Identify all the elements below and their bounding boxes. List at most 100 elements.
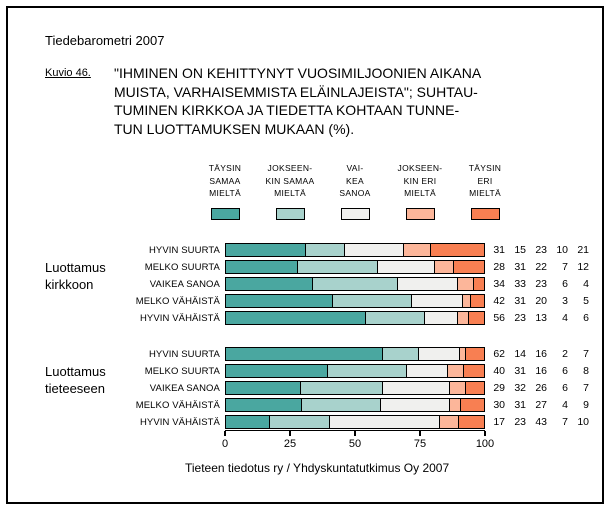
legend-swatch [340,207,370,220]
group-label: Luottamus tieteeseen [45,364,106,396]
bar-values: 29 32 26 6 7 [487,382,589,394]
value-cell: 33 [514,278,526,290]
bar-segment [226,348,383,360]
value-cell: 30 [493,399,505,411]
bar-segment [226,399,303,411]
bar-segment [434,261,454,273]
bar-segment [226,295,333,307]
value-cell: 42 [493,295,505,307]
value-cell: 15 [514,244,526,256]
legend-swatch [210,207,240,220]
bar [225,260,485,274]
legend-swatch [470,207,500,220]
value-cell: 10 [577,416,589,428]
bar-segment [453,261,484,273]
value-cell: 23 [514,416,526,428]
bar-segment [382,348,420,360]
bar-segment [411,295,463,307]
legend-label: VAI- KEA SANOA [339,163,371,198]
value-cell: 29 [493,382,505,394]
value-cell: 6 [562,365,568,377]
bar-segment [226,416,271,428]
source-note: Tieteen tiedotus ry / Yhdyskuntatutkimus… [185,461,450,475]
legend-label: TÄYSIN SAMAA MIELTÄ [208,163,242,198]
value-cell: 2 [562,348,568,360]
bar-segment [226,312,367,324]
legend-label: JOKSEEN- KIN ERI MIELTÄ [397,163,443,198]
x-axis-tick-label: 50 [348,438,362,450]
bar-segment [382,382,450,394]
value-cell: 4 [583,278,589,290]
value-cell: 17 [493,416,505,428]
value-cell: 4 [562,312,568,324]
bar-segment [313,278,399,290]
bar-segment [466,348,484,360]
bar [225,381,485,395]
value-cell: 62 [493,348,505,360]
bar [225,294,485,308]
value-cell: 12 [577,261,589,273]
row-label: MELKO VÄHÄISTÄ [135,400,220,411]
row-label: VAIKEA SANOA [149,383,220,394]
bar-values: 17 23 43 7 10 [487,416,589,428]
bar-segment [298,261,378,273]
bar-segment [449,382,467,394]
x-axis-tick-label: 75 [413,438,427,450]
value-cell: 16 [535,348,547,360]
x-axis-tick-label: 25 [283,438,297,450]
bar [225,243,485,257]
legend-item: TÄYSIN SAMAA MIELTÄ [183,162,267,225]
value-cell: 10 [556,244,568,256]
bar-segment [469,312,484,324]
value-cell: 6 [562,382,568,394]
value-cell: 6 [583,312,589,324]
value-cell: 31 [514,365,526,377]
row-label: HYVIN SUURTA [148,245,220,256]
value-cell: 31 [493,244,505,256]
bar-segment [471,295,484,307]
bar [225,364,485,378]
legend-item: TÄYSIN ERI MIELTÄ [443,162,527,225]
bar-segment [447,365,464,377]
bar-segment [300,382,383,394]
x-axis-tick-label: 0 [221,438,229,450]
row-label: HYVIN VÄHÄISTÄ [139,417,220,428]
value-cell: 31 [514,295,526,307]
bar-segment [329,416,440,428]
bar [225,277,485,291]
bar-segment [458,312,470,324]
figure-title: "IHMINEN ON KEHITTYNYT VUOSIMILJOONIEN A… [114,65,482,137]
value-cell: 31 [514,399,526,411]
bar-segment [226,365,328,377]
bar-segment [226,261,299,273]
bar-segment [226,244,306,256]
row-label: HYVIN VÄHÄISTÄ [139,313,220,324]
value-cell: 34 [493,278,505,290]
bar-values: 30 31 27 4 9 [487,399,589,411]
value-cell: 32 [514,382,526,394]
bar [225,347,485,361]
bar-values: 62 14 16 2 7 [487,348,589,360]
value-cell: 26 [535,382,547,394]
bar-segment [305,244,345,256]
value-cell: 6 [562,278,568,290]
row-label: HYVIN SUURTA [148,349,220,360]
bar-segment [406,365,448,377]
value-cell: 8 [583,365,589,377]
x-axis-tick [224,431,226,436]
bar-segment [332,295,412,307]
bar-segment [461,399,485,411]
group-label: Luottamus kirkkoon [45,260,106,292]
value-cell: 3 [562,295,568,307]
legend-item: VAI- KEA SANOA [313,162,397,225]
value-cell: 14 [514,348,526,360]
x-axis-tick [354,431,356,436]
bar-values: 40 31 16 6 8 [487,365,589,377]
bar-segment [226,278,314,290]
bar-segment [226,382,301,394]
value-cell: 20 [535,295,547,307]
bar-segment [302,399,382,411]
value-cell: 9 [583,399,589,411]
legend-label: JOKSEEN- KIN SAMAA MIELTÄ [265,163,315,198]
